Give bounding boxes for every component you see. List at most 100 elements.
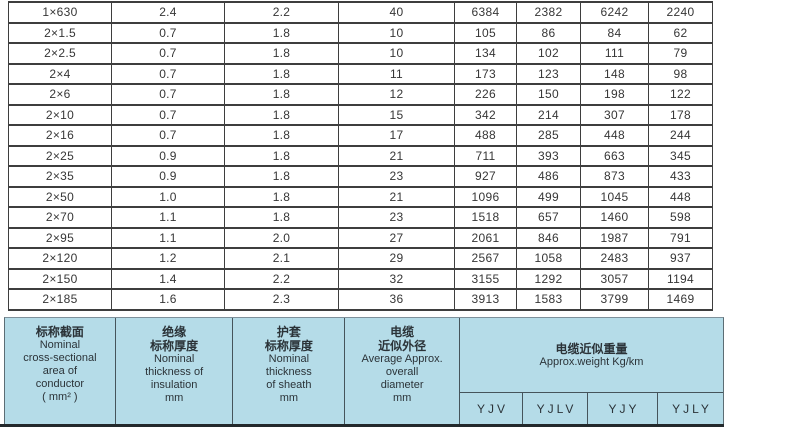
table-cell-yjlv: 86 — [517, 23, 581, 42]
header-col-insulation: 绝缘 标称厚度 Nominal thickness of insulation mm — [116, 318, 234, 424]
table-cell-yjv: 1518 — [455, 208, 517, 227]
table-cell-size: 2×1.5 — [9, 23, 112, 42]
table-cell-diameter: 21 — [339, 187, 455, 206]
table-header-block: 标称截面 Nominal cross-sectional area of conduct… — [4, 317, 724, 425]
table-cell-yjv: 2061 — [455, 228, 517, 247]
table-cell-yjly: 433 — [670, 169, 691, 184]
table-cell-yjly: 79 — [673, 46, 688, 61]
table-cell-yjly: 791 — [670, 230, 691, 245]
table-cell-yjy: 111 — [581, 44, 649, 63]
table-cell-yjv: 105 — [455, 23, 517, 42]
table-cell-insulation: 0.7 — [112, 44, 225, 63]
weight-type-yjlv: YJLV — [523, 393, 588, 424]
header-zh-line: 护套 — [276, 325, 301, 339]
table-cell-sheath: 1.8 — [225, 64, 339, 83]
table-cell-yjv: 488 — [455, 126, 517, 145]
table-cell-size: 2×120 — [9, 249, 112, 268]
table-row: 2×185 1.6 2.3 36 3913 1583 3799 1469 — [9, 288, 712, 309]
table-cell-yjv: 927 — [455, 167, 517, 186]
table-cell-sheath: 1.8 — [225, 187, 339, 206]
table-cell-yjly: 937 — [670, 251, 691, 266]
table-cell-size: 2×6 — [9, 85, 112, 104]
table-cell-yjy: 663 — [581, 146, 649, 165]
table-cell-size: 2×70 — [9, 208, 112, 227]
table-row: 2×16 0.7 1.8 17 488 285 448 244 — [9, 124, 712, 145]
table-cell-sheath: 1.8 — [225, 85, 339, 104]
cable-spec-table: 1×630 2.4 2.2 40 6384 2382 6242 2240 2×1.5 0.7 1.8… — [8, 1, 713, 311]
weight-title-zh: 电缆近似重量 — [555, 341, 628, 356]
table-cell-yjv: 226 — [455, 85, 517, 104]
table-cell-yjy: 148 — [581, 64, 649, 83]
table-cell-insulation: 2.4 — [112, 3, 225, 22]
header-zh-line: 近似外径 — [378, 339, 427, 353]
header-zh-line: 标称厚度 — [264, 339, 313, 353]
header-en-line: mm — [164, 392, 184, 404]
table-cell-sheath: 2.2 — [225, 269, 339, 288]
weight-title-en: Approx.weight Kg/km — [539, 355, 644, 368]
table-cell-sheath: 1.8 — [225, 167, 339, 186]
table-cell-yjy: 2483 — [581, 249, 649, 268]
table-cell-size: 2×2.5 — [9, 44, 112, 63]
table-cell-yjly: 178 — [670, 107, 691, 122]
table-cell-diameter: 40 — [339, 3, 455, 22]
table-cell-diameter: 11 — [339, 64, 455, 83]
table-cell-size: 2×95 — [9, 228, 112, 247]
table-cell-size: 2×16 — [9, 126, 112, 145]
table-cell-yjv: 3155 — [455, 269, 517, 288]
header-en-line: diameter — [380, 379, 424, 391]
table-cell-yjy: 84 — [581, 23, 649, 42]
table-cell-yjlv: 123 — [517, 64, 581, 83]
table-cell-yjly: 62 — [673, 25, 688, 40]
table-row: 1×630 2.4 2.2 40 6384 2382 6242 2240 — [9, 1, 712, 22]
table-cell-yjv: 342 — [455, 105, 517, 124]
weight-type-yjv: YJV — [460, 393, 523, 424]
table-cell-yjy: 3057 — [581, 269, 649, 288]
bottom-rule — [0, 424, 724, 427]
table-cell-yjv: 1096 — [455, 187, 517, 206]
table-cell-sheath: 2.0 — [225, 228, 339, 247]
table-cell-sheath: 1.8 — [225, 146, 339, 165]
header-zh-line: 标称截面 — [35, 325, 84, 339]
table-cell-size: 1×630 — [9, 3, 112, 22]
table-cell-insulation: 1.1 — [112, 208, 225, 227]
table-row: 2×25 0.9 1.8 21 711 393 663 345 — [9, 144, 712, 165]
table-cell-insulation: 0.7 — [112, 85, 225, 104]
table-cell-insulation: 1.1 — [112, 228, 225, 247]
header-en-line: cross-sectional — [23, 352, 97, 364]
table-cell-yjy: 3799 — [581, 290, 649, 309]
table-row: 2×1.5 0.7 1.8 10 105 86 84 62 — [9, 21, 712, 42]
header-en-line: Nominal — [268, 353, 310, 365]
table-cell-yjlv: 2382 — [517, 3, 581, 22]
header-col-cross-section: 标称截面 Nominal cross-sectional area of conduct… — [5, 318, 116, 424]
table-cell-diameter: 12 — [339, 85, 455, 104]
table-cell-yjlv: 486 — [517, 167, 581, 186]
header-zh-line: 绝缘 — [162, 325, 187, 339]
table-cell-diameter: 36 — [339, 290, 455, 309]
table-cell-insulation: 1.0 — [112, 187, 225, 206]
table-cell-yjy: 873 — [581, 167, 649, 186]
table-cell-yjlv: 657 — [517, 208, 581, 227]
table-cell-yjly: 122 — [670, 87, 691, 102]
table-cell-sheath: 1.8 — [225, 105, 339, 124]
table-cell-yjly: 448 — [670, 189, 691, 204]
table-cell-diameter: 23 — [339, 208, 455, 227]
table-row: 2×95 1.1 2.0 27 2061 846 1987 791 — [9, 226, 712, 247]
header-col-weight: 电缆近似重量 Approx.weight Kg/km YJV YJLV YJY … — [459, 318, 723, 424]
table-cell-diameter: 23 — [339, 167, 455, 186]
table-cell-yjlv: 150 — [517, 85, 581, 104]
table-cell-yjly: 598 — [670, 210, 691, 225]
header-en-line: mm — [279, 392, 299, 404]
table-cell-size: 2×10 — [9, 105, 112, 124]
table-cell-yjly: 244 — [670, 128, 691, 143]
table-cell-yjlv: 499 — [517, 187, 581, 206]
header-col-diameter: 电缆 近似外径 Average Approx. overall diameter mm — [345, 318, 460, 424]
table-row: 2×10 0.7 1.8 15 342 214 307 178 — [9, 103, 712, 124]
table-cell-yjv: 173 — [455, 64, 517, 83]
table-cell-yjly: 2240 — [666, 5, 695, 20]
table-cell-yjy: 1987 — [581, 228, 649, 247]
table-cell-yjv: 3913 — [455, 290, 517, 309]
table-cell-sheath: 2.2 — [225, 3, 339, 22]
table-cell-yjy: 1045 — [581, 187, 649, 206]
table-cell-diameter: 21 — [339, 146, 455, 165]
